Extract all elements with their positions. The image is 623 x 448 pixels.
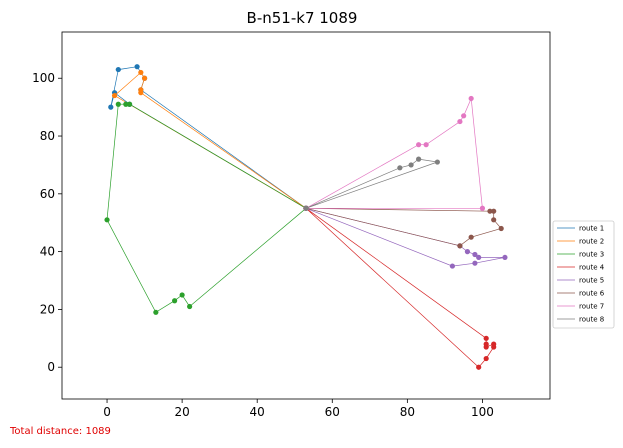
x-tick-label: 80 — [400, 405, 415, 419]
route-8-stop — [303, 205, 309, 211]
legend-label: route 5 — [579, 277, 604, 285]
route-5-stop — [472, 260, 478, 266]
route-6-line — [305, 207, 502, 247]
route-1-stop — [115, 66, 121, 73]
route-8 — [303, 156, 440, 211]
route-3-stop — [123, 101, 129, 107]
route-7-line — [305, 97, 483, 209]
route-4-line — [305, 208, 495, 368]
x-tick-label: 40 — [250, 405, 265, 419]
route-5-stop — [464, 249, 471, 255]
legend-label: route 4 — [579, 264, 605, 272]
route-5-stop — [472, 251, 478, 258]
route-2-stop — [138, 87, 144, 93]
route-6-stop — [487, 208, 493, 214]
plot-area — [61, 31, 551, 400]
route-6-stop — [491, 208, 497, 214]
route-7-stop — [416, 142, 422, 148]
total-distance-label: Total distance: 1089 — [10, 426, 111, 437]
route-4-stop — [476, 364, 482, 370]
route-8-stop — [408, 162, 414, 168]
x-axis: 0 20 40 60 80 100 — [103, 399, 494, 419]
route-3 — [104, 101, 309, 315]
route-3-stop — [115, 101, 121, 107]
route-7-stop — [468, 95, 474, 102]
route-6-stop — [491, 217, 497, 223]
route-3-stop — [187, 303, 193, 310]
y-tick-label: 0 — [47, 360, 55, 374]
route-8-stop — [397, 165, 403, 171]
route-5-stop — [449, 263, 455, 269]
legend-label: route 8 — [579, 316, 604, 324]
route-2 — [111, 69, 309, 211]
route-3-line — [106, 103, 307, 313]
series-layer — [104, 64, 508, 370]
route-6-stop — [498, 225, 504, 232]
route-4 — [303, 205, 497, 370]
route-7-stop — [457, 118, 463, 125]
x-tick-label: 100 — [471, 405, 494, 419]
route-8-line — [305, 158, 438, 209]
route-3-stop — [172, 298, 178, 304]
route-6-stop — [457, 243, 463, 249]
legend-box — [552, 220, 615, 329]
route-8-stop — [416, 156, 422, 162]
legend-label: route 6 — [579, 290, 605, 298]
y-tick-label: 100 — [32, 71, 55, 85]
y-tick-label: 20 — [40, 302, 55, 316]
route-7 — [303, 95, 486, 211]
legend-label: route 3 — [579, 251, 604, 259]
route-3-stop — [104, 217, 110, 223]
y-tick-label: 80 — [40, 129, 55, 143]
route-5-stop — [476, 254, 482, 261]
route-2-stop — [138, 69, 144, 76]
route-2-stop — [141, 75, 148, 81]
chart-title: B-n51-k7 1089 — [247, 9, 358, 27]
route-7-stop — [461, 113, 467, 119]
route-3-stop — [153, 309, 159, 315]
legend-label: route 1 — [579, 225, 604, 233]
route-7-stop — [479, 205, 486, 211]
route-5-stop — [502, 254, 508, 261]
x-tick-label: 0 — [103, 405, 111, 419]
y-axis: 0 20 40 60 80 100 — [32, 71, 62, 374]
route-4-stop — [491, 341, 497, 347]
route-5-line — [305, 207, 506, 267]
y-tick-label: 40 — [40, 245, 55, 259]
route-8-stop — [434, 159, 440, 165]
y-tick-label: 60 — [40, 187, 55, 201]
route-1-stop — [134, 64, 140, 70]
x-tick-label: 60 — [325, 405, 340, 419]
route-4-stop — [483, 335, 489, 341]
route-4-stop — [483, 355, 489, 362]
route-4-stop — [483, 341, 489, 347]
route-7-stop — [423, 142, 429, 148]
x-tick-label: 20 — [174, 405, 189, 419]
legend-label: route 2 — [579, 238, 604, 246]
route-6-stop — [468, 234, 474, 240]
route-3-stop — [179, 292, 185, 298]
route-1-stop — [108, 104, 114, 110]
legend: route 1 route 2 route 3 route 4 route 5 route… — [552, 220, 615, 329]
route-3-stop — [126, 101, 133, 107]
route-2-stop — [111, 92, 118, 99]
legend-label: route 7 — [579, 303, 604, 311]
route-6 — [303, 205, 504, 249]
